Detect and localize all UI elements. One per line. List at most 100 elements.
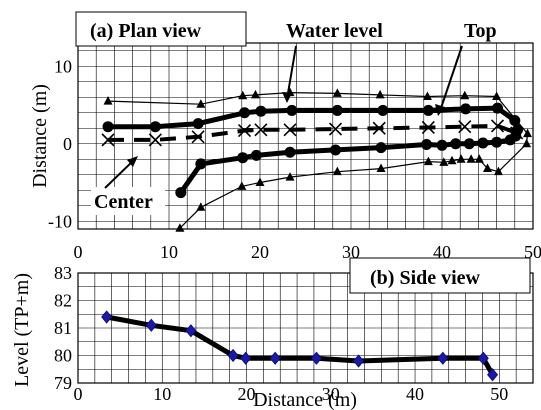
side-x-tick-label: 30 xyxy=(322,384,340,404)
side-x-tick-label: 20 xyxy=(238,384,256,404)
plan-series-2-point xyxy=(436,139,448,151)
plan-series-2-point xyxy=(330,144,342,156)
plan-series-4-point xyxy=(490,119,505,133)
plan-series-3-point xyxy=(332,88,342,97)
plan-series-3-point xyxy=(423,156,433,166)
side-series-point xyxy=(269,351,281,365)
plan-series-3-point xyxy=(460,90,470,100)
plan-series-1-point xyxy=(255,105,267,117)
plan-series-3-point xyxy=(250,89,260,99)
plan-series-3-point xyxy=(523,128,533,138)
plan-series-3-point xyxy=(103,96,113,105)
water-level-arrowhead xyxy=(282,92,292,103)
plan-series-3-point xyxy=(175,223,185,232)
side-view-frame xyxy=(77,272,534,384)
plan-series-1-point xyxy=(492,102,504,114)
side-series-point xyxy=(353,354,365,368)
plan-series-1-point xyxy=(460,103,472,115)
plan-series-2-point xyxy=(195,158,207,170)
plan-series-3-point xyxy=(474,154,484,163)
center-annotation: Center xyxy=(94,191,153,213)
plan-series-1-point xyxy=(102,121,114,133)
plan-series-1-point xyxy=(331,104,343,116)
plan-series-1-point xyxy=(239,107,251,119)
plan-series-2-point xyxy=(375,142,387,154)
side-view-ticks: 0 10 20 30 40 50 83 82 81 80 79 xyxy=(54,263,508,404)
side-series-point xyxy=(487,368,499,382)
side-x-tick-label: 40 xyxy=(406,384,424,404)
side-view-x-axis-label: Distance (m) xyxy=(253,389,357,410)
plan-series-4-point xyxy=(458,120,472,134)
plan-series-4-point xyxy=(328,122,343,136)
plan-series-4-point xyxy=(254,123,268,137)
side-y-tick-label: 82 xyxy=(54,291,72,311)
water-level-annotation: Water level xyxy=(286,20,383,42)
plan-series-1-point xyxy=(422,104,434,116)
plan-series-3-point xyxy=(196,99,206,108)
side-series-point xyxy=(227,348,239,363)
plan-series-2-point xyxy=(491,136,503,148)
side-series-point xyxy=(101,310,113,324)
side-series-line xyxy=(106,314,495,377)
plan-view-series xyxy=(101,87,533,232)
plan-series-3-point xyxy=(493,166,503,176)
plan-x-tick-label: 40 xyxy=(433,242,451,262)
top-annotation: Top xyxy=(464,20,497,42)
top-arrowhead xyxy=(435,104,445,116)
side-x-tick-label: 0 xyxy=(74,384,83,404)
side-y-tick-label: 80 xyxy=(54,346,72,366)
plan-series-2-point xyxy=(421,139,433,151)
plan-view-title-box xyxy=(75,11,247,47)
plan-series-3-point xyxy=(522,138,532,148)
plan-series-3-point xyxy=(255,177,265,186)
plan-series-3-point xyxy=(196,202,206,211)
center-arrow xyxy=(104,159,135,189)
plan-series-4-point xyxy=(283,123,297,137)
plan-series-4-line xyxy=(108,123,518,142)
plan-series-4-point xyxy=(421,120,435,135)
side-view-title: (b) Side view xyxy=(370,267,481,289)
plan-series-1-point xyxy=(286,104,298,116)
center-arrowhead xyxy=(127,156,138,167)
side-view-title-box xyxy=(349,257,531,294)
side-series-point xyxy=(477,351,489,365)
plan-series-3-point xyxy=(332,166,342,176)
side-series-point xyxy=(145,318,157,332)
plan-y-tick-label: -10 xyxy=(48,211,72,231)
side-series-point xyxy=(240,351,252,365)
plan-series-2-point xyxy=(510,130,522,142)
plan-y-tick-label: 10 xyxy=(54,56,72,76)
plan-series-3-point xyxy=(466,154,476,163)
plan-series-3-point xyxy=(285,172,295,181)
plan-series-4-point xyxy=(148,133,162,147)
plan-series-1-point xyxy=(149,121,161,133)
plan-x-tick-label: 30 xyxy=(342,242,360,262)
side-view-chart: 0 10 20 30 40 50 83 82 81 80 79 (b) Side view Leve… xyxy=(11,257,534,410)
side-x-tick-label: 10 xyxy=(153,384,171,404)
plan-series-3-point xyxy=(238,90,248,100)
plan-series-2-point xyxy=(250,149,262,161)
plan-series-2-point xyxy=(477,137,489,149)
center-label-box xyxy=(91,187,165,215)
plan-series-3-point xyxy=(237,181,247,190)
plan-view-title: (a) Plan view xyxy=(90,20,202,42)
plan-series-4-point xyxy=(372,121,386,135)
side-view-series xyxy=(101,310,499,382)
side-x-tick-label: 50 xyxy=(490,384,508,404)
plan-series-1-point xyxy=(192,118,204,130)
plan-x-tick-label: 0 xyxy=(74,242,83,262)
plan-series-3-point xyxy=(456,154,466,163)
plan-series-1-point xyxy=(377,104,389,116)
side-view-y-axis-label: Level (TP+m) xyxy=(11,273,33,387)
plan-series-3-point xyxy=(439,157,449,166)
plan-series-3-point xyxy=(483,163,492,173)
top-arrow xyxy=(439,45,463,112)
plan-x-tick-label: 20 xyxy=(251,242,269,262)
plan-series-4-point xyxy=(510,126,524,140)
side-y-tick-label: 83 xyxy=(54,263,72,283)
plan-series-4-point xyxy=(191,130,205,144)
plan-series-3-point xyxy=(376,163,386,173)
plan-series-2-point xyxy=(450,138,462,150)
